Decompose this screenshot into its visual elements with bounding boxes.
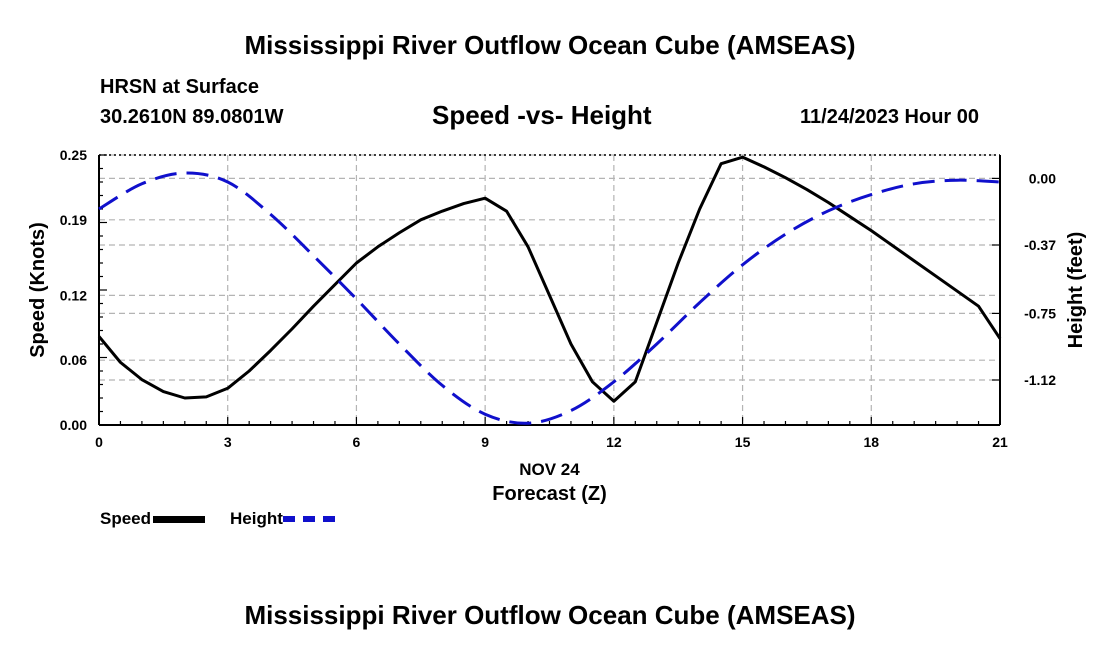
legend-height-label: Height <box>230 509 283 528</box>
legend-speed-swatch <box>153 515 206 523</box>
chart-subtitle: Speed -vs- Height <box>432 100 652 130</box>
y-tick-label: 0.12 <box>60 287 87 303</box>
x-tick-label: 21 <box>992 434 1008 450</box>
series-layer <box>97 155 1002 425</box>
y-axis-title: Speed (Knots) <box>27 222 49 358</box>
legend-height: Height <box>230 509 335 529</box>
y2-tick-label: -0.75 <box>1024 305 1056 321</box>
y-tick-label: 0.06 <box>60 352 87 368</box>
location-label: HRSN at Surface <box>100 76 259 98</box>
coordinates-label: 30.2610N 89.0801W <box>100 106 284 128</box>
y-tick-label: 0.00 <box>60 417 87 433</box>
y2-axis-title: Height (feet) <box>1065 232 1087 349</box>
chart-title: Mississippi River Outflow Ocean Cube (AM… <box>244 30 856 60</box>
y-tick-label: 0.25 <box>60 147 87 163</box>
x-tick-label: 6 <box>353 434 361 450</box>
x-tick-label: 0 <box>95 434 103 450</box>
x-tick-label: 15 <box>735 434 751 450</box>
y2-tick-label: 0.00 <box>1029 170 1056 186</box>
x-tick-label: 18 <box>863 434 879 450</box>
y2-tick-label: -0.37 <box>1024 237 1056 253</box>
x-axis-title: Forecast (Z) <box>492 483 606 505</box>
x-tick-label: 9 <box>481 434 489 450</box>
x-tick-label: 12 <box>606 434 622 450</box>
y2-tick-label: -1.12 <box>1024 372 1056 388</box>
legend-speed-label: Speed <box>100 509 152 528</box>
forecast-datetime: 11/24/2023 Hour 00 <box>800 106 980 128</box>
grid-layer <box>99 154 1000 425</box>
legend-height-swatch <box>282 516 335 522</box>
height-line <box>98 171 1001 425</box>
legend-speed: Speed <box>100 509 206 529</box>
x-date-label: NOV 24 <box>519 460 580 479</box>
y-tick-label: 0.19 <box>60 212 87 228</box>
speed-line <box>97 155 1002 403</box>
labels-layer: 0 3 6 9 12 15 18 21 0.00 0.06 0.12 0.19 0.25 0.00 -0.3… <box>27 147 1087 505</box>
axes-layer <box>98 154 1001 426</box>
footer-title: Mississippi River Outflow Ocean Cube (AM… <box>244 600 856 630</box>
x-tick-label: 3 <box>224 434 232 450</box>
